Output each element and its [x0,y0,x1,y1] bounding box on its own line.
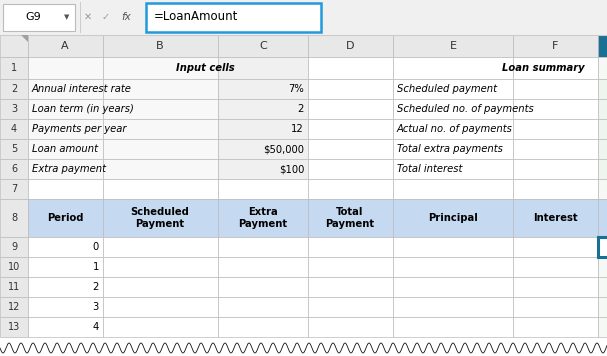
Text: 9: 9 [11,242,17,252]
Text: Loan summary: Loan summary [502,63,585,73]
Text: 13: 13 [8,322,20,332]
Text: Extra
Payment: Extra Payment [239,207,288,229]
Text: 3: 3 [93,302,99,312]
Text: Scheduled no. of payments: Scheduled no. of payments [397,104,534,114]
Text: Scheduled
Payment: Scheduled Payment [131,207,189,229]
Text: Actual no. of payments: Actual no. of payments [397,124,513,134]
Text: D: D [346,41,354,51]
Text: =LoanAmount: =LoanAmount [154,10,239,23]
Text: $50,000: $50,000 [263,144,304,154]
Text: Total extra payments: Total extra payments [397,144,503,154]
Text: Total interest: Total interest [397,164,463,174]
Text: 0: 0 [93,242,99,252]
Text: 2: 2 [297,104,304,114]
Text: $100: $100 [279,164,304,174]
Text: C: C [259,41,267,51]
Text: 1: 1 [11,63,17,73]
Text: 6: 6 [11,164,17,174]
Text: B: B [156,41,164,51]
Text: 12: 12 [8,302,20,312]
Text: Period: Period [47,213,83,223]
Text: Interest: Interest [533,213,577,223]
Text: Extra payment: Extra payment [32,164,106,174]
Text: F: F [552,41,558,51]
Text: ✓: ✓ [102,12,110,22]
Text: 4: 4 [11,124,17,134]
Text: Total
Payment: Total Payment [325,207,375,229]
Text: 2: 2 [93,282,99,292]
Text: 3: 3 [11,104,17,114]
Text: 7%: 7% [288,84,304,94]
Text: 5: 5 [11,144,17,154]
Text: 4: 4 [93,322,99,332]
Text: 2: 2 [11,84,17,94]
Text: 1: 1 [93,262,99,272]
Text: Principal: Principal [428,213,478,223]
Text: Loan amount: Loan amount [32,144,98,154]
Text: Annual interest rate: Annual interest rate [32,84,132,94]
Text: 7: 7 [11,184,17,194]
Text: A: A [61,41,69,51]
Text: Scheduled payment: Scheduled payment [397,84,497,94]
Text: E: E [450,41,456,51]
Text: ✕: ✕ [84,12,92,22]
Text: 10: 10 [8,262,20,272]
Text: 12: 12 [291,124,304,134]
Text: 8: 8 [11,213,17,223]
Text: Payments per year: Payments per year [32,124,126,134]
Text: ▼: ▼ [64,14,70,20]
Text: Loan term (in years): Loan term (in years) [32,104,134,114]
Text: G9: G9 [25,12,41,22]
Text: fx: fx [121,12,131,22]
Text: Input cells: Input cells [175,63,234,73]
Text: 11: 11 [8,282,20,292]
